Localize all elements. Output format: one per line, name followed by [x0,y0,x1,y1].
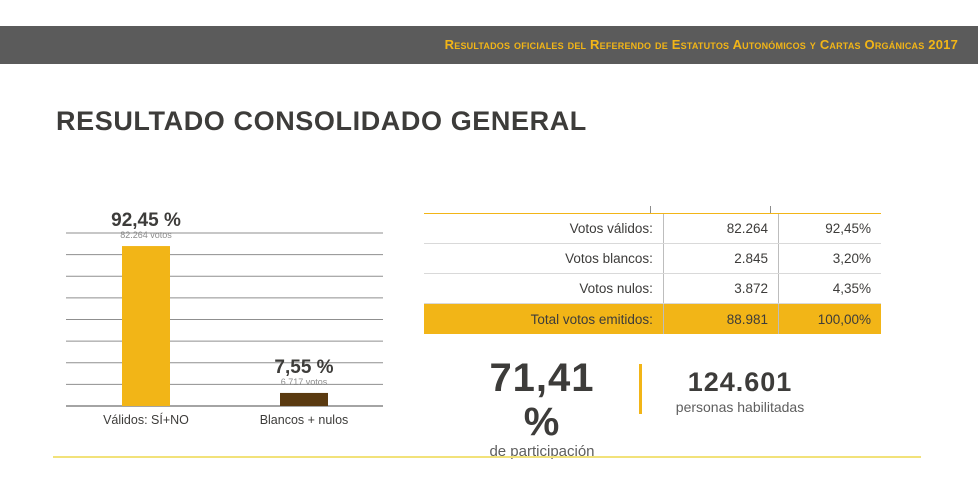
row-pct: 92,45% [778,213,881,244]
participation-label: de participación [489,443,595,460]
row-votes: 82.264 [662,213,779,244]
stat-divider [639,364,642,414]
bar-value-label: 92,45 % [111,210,181,231]
bar-votes-label: 6.717 votos [281,377,328,387]
results-table: Votos válidos: 82.264 92,45% Votos blanc… [424,213,881,334]
row-label: Votos blancos: [424,243,664,274]
enabled-label: personas habilitadas [675,399,805,415]
category-label: Válidos: SÍ+NO [103,412,189,427]
page-title: RESULTADO CONSOLIDADO GENERAL [56,106,587,136]
participation-value: 71,41 % [489,356,595,444]
row-label: Votos nulos: [424,273,664,304]
total-votes: 88.981 [662,303,779,334]
bar-votes-label: 82.264 votos [120,230,172,240]
table-top-tick [770,206,771,214]
bottom-rule [53,456,921,458]
table-row: Votos válidos: 82.264 92,45% [424,213,881,244]
bar-value-label: 7,55 % [274,357,333,378]
row-label: Votos válidos: [424,213,664,244]
total-pct: 100,00% [778,303,881,334]
header-title: Resultados oficiales del Referendo de Es… [444,37,958,52]
enabled-block: 124.601 personas habilitadas [660,366,820,416]
total-label: Total votos emitidos: [424,303,664,334]
participation-block: 71,41 % de participación [467,356,617,460]
row-votes: 3.872 [662,273,779,304]
header-bar: Resultados oficiales del Referendo de Es… [0,26,978,64]
row-pct: 3,20% [778,243,881,274]
table-total-row: Total votos emitidos: 88.981 100,00% [424,303,881,334]
category-label: Blancos + nulos [260,413,349,427]
table-row: Votos blancos: 2.845 3,20% [424,243,881,274]
enabled-value: 124.601 [687,367,793,397]
row-votes: 2.845 [662,243,779,274]
table-row: Votos nulos: 3.872 4,35% [424,273,881,304]
row-pct: 4,35% [778,273,881,304]
bar-1 [280,392,328,406]
bar-0 [122,246,170,406]
table-top-tick [650,206,651,214]
bar-chart: 92,45 %82.264 votos Válidos: SÍ+NO 7,55 %6… [66,210,383,427]
